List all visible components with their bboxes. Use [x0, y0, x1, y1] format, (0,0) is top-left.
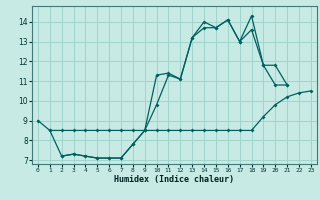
- X-axis label: Humidex (Indice chaleur): Humidex (Indice chaleur): [115, 175, 234, 184]
